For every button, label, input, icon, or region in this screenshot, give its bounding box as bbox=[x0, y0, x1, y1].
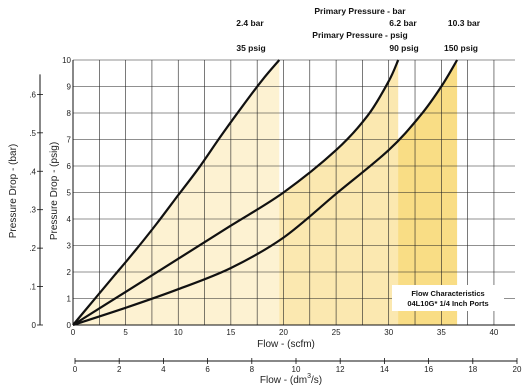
x-axis-label: Flow - (scfm) bbox=[257, 339, 315, 350]
y-tick-label-5: 5 bbox=[67, 189, 72, 198]
y2-tick-label-0: 0 bbox=[32, 321, 37, 330]
series-2-psig-label: 90 psig bbox=[389, 43, 418, 53]
y-tick-label-3: 3 bbox=[67, 242, 72, 251]
flow-curve-series-3 bbox=[72, 59, 459, 327]
x2-tick-label-8: 8 bbox=[250, 365, 255, 374]
annotation-box bbox=[392, 285, 504, 311]
x-tick-label-25: 25 bbox=[332, 328, 341, 337]
x2-tick-label-2: 2 bbox=[117, 365, 122, 374]
y-tick-label-6: 6 bbox=[67, 162, 72, 171]
x2-tick-label-0: 0 bbox=[73, 365, 78, 374]
series-3-bar-label: 10.3 bar bbox=[448, 18, 481, 28]
x-tick-label-40: 40 bbox=[489, 328, 498, 337]
y-tick-label-2: 2 bbox=[67, 268, 72, 277]
annotation-line-1: Flow Characteristics bbox=[411, 289, 484, 298]
x2-tick-label-4: 4 bbox=[161, 365, 166, 374]
y2-axis-label: Pressure Drop - (bar) bbox=[8, 144, 19, 238]
series-3-psig-label: 150 psig bbox=[444, 43, 478, 53]
y2-tick-label-.3: .3 bbox=[29, 206, 36, 215]
x-tick-label-20: 20 bbox=[279, 328, 288, 337]
y-tick-label-9: 9 bbox=[67, 83, 72, 92]
area-fill-series-2 bbox=[73, 60, 399, 325]
x2-tick-label-16: 16 bbox=[424, 365, 433, 374]
x2-tick-label-10: 10 bbox=[292, 365, 301, 374]
series-1-bar-label: 2.4 bar bbox=[236, 18, 264, 28]
y-tick-label-1: 1 bbox=[67, 295, 72, 304]
y2-tick-label-.6: .6 bbox=[29, 90, 36, 99]
y2-tick-label-.1: .1 bbox=[29, 283, 36, 292]
x2-tick-label-6: 6 bbox=[205, 365, 210, 374]
y2-tick-label-.4: .4 bbox=[29, 167, 36, 176]
x-tick-label-15: 15 bbox=[226, 328, 235, 337]
primary-pressure-psig-title: Primary Pressure - psig bbox=[312, 30, 407, 40]
x2-tick-label-14: 14 bbox=[380, 365, 389, 374]
area-fills bbox=[73, 60, 458, 325]
annotation-line-2: 04L10G* 1/4 Inch Ports bbox=[407, 299, 488, 308]
primary-pressure-bar-title: Primary Pressure - bar bbox=[314, 6, 406, 16]
x-tick-label-10: 10 bbox=[174, 328, 183, 337]
axes bbox=[37, 60, 518, 364]
y-tick-label-4: 4 bbox=[67, 215, 72, 224]
series-2-bar-label: 6.2 bar bbox=[389, 18, 417, 28]
flow-curve-series-2 bbox=[72, 59, 400, 326]
flow-curves bbox=[72, 59, 459, 327]
y2-tick-label-.5: .5 bbox=[29, 129, 36, 138]
x2-tick-label-18: 18 bbox=[468, 365, 477, 374]
x2-axis-label: Flow - (dm3/s) bbox=[260, 373, 322, 386]
flow-curve-series-1 bbox=[72, 59, 281, 326]
x-tick-label-5: 5 bbox=[123, 328, 128, 337]
y-tick-label-10: 10 bbox=[62, 56, 71, 65]
x-tick-label-0: 0 bbox=[71, 328, 76, 337]
area-fill-series-1 bbox=[73, 60, 280, 325]
x2-tick-label-12: 12 bbox=[336, 365, 345, 374]
y-tick-label-8: 8 bbox=[67, 109, 72, 118]
x2-tick-label-20: 20 bbox=[513, 365, 522, 374]
grid-lines bbox=[73, 59, 515, 325]
y-tick-label-0: 0 bbox=[67, 321, 72, 330]
series-1-psig-label: 35 psig bbox=[236, 43, 265, 53]
y-tick-label-7: 7 bbox=[67, 136, 72, 145]
x-tick-label-35: 35 bbox=[437, 328, 446, 337]
y-axis-label: Pressure Drop - (psig) bbox=[49, 142, 60, 240]
x-tick-label-30: 30 bbox=[384, 328, 393, 337]
y2-tick-label-.2: .2 bbox=[29, 244, 36, 253]
